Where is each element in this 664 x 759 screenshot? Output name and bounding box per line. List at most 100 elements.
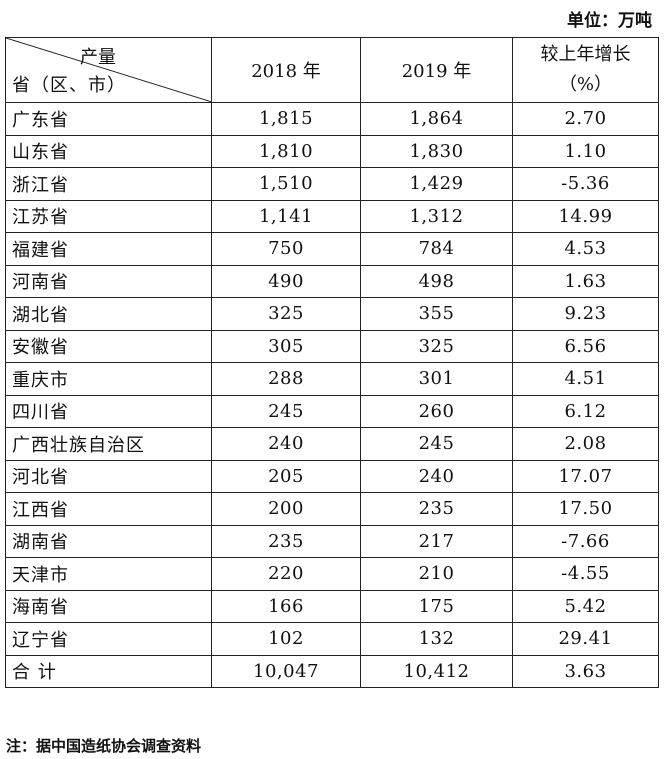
table-row: 山东省 1,810 1,830 1.10: [5, 134, 659, 168]
province-cell: 江西省: [5, 492, 212, 526]
province-cell: 天津市: [5, 557, 212, 591]
province-cell: 四川省: [5, 394, 212, 428]
value-2018-cell: 1,815: [211, 102, 361, 136]
province-cell: 重庆市: [5, 362, 212, 396]
growth-cell: 6.56: [512, 329, 659, 363]
value-2018-cell: 1,141: [211, 199, 361, 233]
table-row: 江西省 200 235 17.50: [5, 492, 659, 526]
province-cell: 辽宁省: [5, 622, 212, 656]
value-2019-cell: 325: [360, 329, 513, 363]
province-cell: 江苏省: [5, 199, 212, 233]
table-row: 重庆市 288 301 4.51: [5, 362, 659, 396]
col-header-2019: 2019 年: [360, 37, 513, 103]
table-row: 浙江省 1,510 1,429 -5.36: [5, 167, 659, 201]
province-cell: 广东省: [5, 102, 212, 136]
value-2019-cell: 217: [360, 524, 513, 558]
value-2018-cell: 750: [211, 232, 361, 266]
value-2018-cell: 245: [211, 394, 361, 428]
province-cell: 安徽省: [5, 329, 212, 363]
table-row: 辽宁省 102 132 29.41: [5, 622, 659, 656]
growth-header-line2: （%）: [558, 74, 613, 95]
table-body: 广东省 1,815 1,864 2.70 山东省 1,810 1,830 1.10 浙江省 1,5…: [5, 102, 659, 688]
value-2019-cell: 1,429: [360, 167, 513, 201]
value-2018-cell: 205: [211, 459, 361, 493]
diagonal-line: [6, 38, 212, 102]
value-2019-cell: 784: [360, 232, 513, 266]
value-2018-cell: 200: [211, 492, 361, 526]
table-row: 广西壮族自治区 240 245 2.08: [5, 427, 659, 461]
value-2018-cell: 288: [211, 362, 361, 396]
value-2018-cell: 220: [211, 557, 361, 591]
value-2018-cell: 305: [211, 329, 361, 363]
growth-header-line1: 较上年增长: [540, 44, 631, 65]
diag-bottom-label: 省（区、市）: [12, 75, 126, 96]
growth-cell: 17.50: [512, 492, 659, 526]
col-header-growth: 较上年增长 （%）: [512, 37, 659, 103]
value-2019-cell: 1,864: [360, 102, 513, 136]
value-2018-cell: 240: [211, 427, 361, 461]
value-2018-cell: 325: [211, 297, 361, 331]
table-row: 合 计 10,047 10,412 3.63: [5, 654, 659, 688]
value-2018-cell: 166: [211, 589, 361, 623]
growth-cell: 5.42: [512, 589, 659, 623]
production-table: 产量 省（区、市） 2018 年 2019 年 较上年增长 （%） 广东省 1,8…: [5, 37, 659, 688]
source-note: 注：据中国造纸协会调查资料: [6, 737, 202, 755]
value-2018-cell: 102: [211, 622, 361, 656]
value-2019-cell: 10,412: [360, 654, 513, 688]
unit-label: 单位：万吨: [567, 11, 652, 31]
growth-cell: 4.51: [512, 362, 659, 396]
value-2018-cell: 1,510: [211, 167, 361, 201]
growth-cell: 4.53: [512, 232, 659, 266]
value-2019-cell: 245: [360, 427, 513, 461]
value-2019-cell: 301: [360, 362, 513, 396]
value-2018-cell: 1,810: [211, 134, 361, 168]
growth-cell: 14.99: [512, 199, 659, 233]
col-header-2018: 2018 年: [211, 37, 361, 103]
growth-cell: 6.12: [512, 394, 659, 428]
diag-top-label: 产量: [80, 47, 116, 68]
table-row: 广东省 1,815 1,864 2.70: [5, 102, 659, 136]
growth-cell: 17.07: [512, 459, 659, 493]
province-cell: 浙江省: [5, 167, 212, 201]
province-cell: 合 计: [5, 654, 212, 688]
table-row: 河北省 205 240 17.07: [5, 459, 659, 493]
table-row: 四川省 245 260 6.12: [5, 394, 659, 428]
growth-cell: 29.41: [512, 622, 659, 656]
province-cell: 山东省: [5, 134, 212, 168]
province-cell: 广西壮族自治区: [5, 427, 212, 461]
growth-cell: 1.63: [512, 264, 659, 298]
growth-cell: 2.70: [512, 102, 659, 136]
province-cell: 湖南省: [5, 524, 212, 558]
growth-cell: -7.66: [512, 524, 659, 558]
value-2019-cell: 498: [360, 264, 513, 298]
value-2018-cell: 235: [211, 524, 361, 558]
value-2019-cell: 355: [360, 297, 513, 331]
value-2019-cell: 1,830: [360, 134, 513, 168]
value-2019-cell: 260: [360, 394, 513, 428]
growth-cell: -4.55: [512, 557, 659, 591]
diagonal-header-cell: 产量 省（区、市）: [5, 37, 212, 103]
province-cell: 福建省: [5, 232, 212, 266]
value-2019-cell: 175: [360, 589, 513, 623]
table-row: 湖南省 235 217 -7.66: [5, 524, 659, 558]
table-row: 江苏省 1,141 1,312 14.99: [5, 199, 659, 233]
province-cell: 河北省: [5, 459, 212, 493]
value-2019-cell: 240: [360, 459, 513, 493]
value-2019-cell: 1,312: [360, 199, 513, 233]
growth-cell: -5.36: [512, 167, 659, 201]
table-row: 湖北省 325 355 9.23: [5, 297, 659, 331]
table-row: 福建省 750 784 4.53: [5, 232, 659, 266]
province-cell: 湖北省: [5, 297, 212, 331]
table-row: 安徽省 305 325 6.56: [5, 329, 659, 363]
growth-cell: 9.23: [512, 297, 659, 331]
value-2018-cell: 10,047: [211, 654, 361, 688]
province-cell: 海南省: [5, 589, 212, 623]
growth-cell: 1.10: [512, 134, 659, 168]
table-row: 海南省 166 175 5.42: [5, 589, 659, 623]
table-row: 河南省 490 498 1.63: [5, 264, 659, 298]
value-2019-cell: 210: [360, 557, 513, 591]
table-header-row: 产量 省（区、市） 2018 年 2019 年 较上年增长 （%）: [5, 37, 659, 103]
table-row: 天津市 220 210 -4.55: [5, 557, 659, 591]
growth-cell: 3.63: [512, 654, 659, 688]
growth-cell: 2.08: [512, 427, 659, 461]
